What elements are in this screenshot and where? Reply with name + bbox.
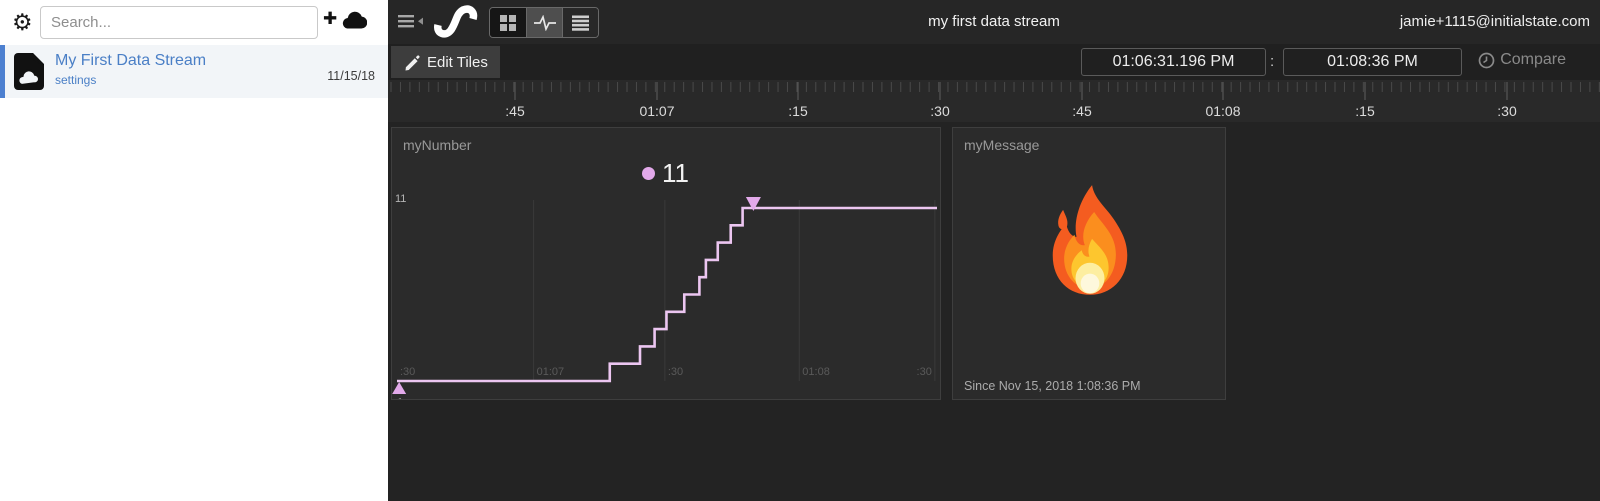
- collapse-sidebar-icon[interactable]: [398, 14, 426, 29]
- initialstate-logo-icon[interactable]: [432, 5, 478, 44]
- series-dot-icon: [642, 167, 655, 180]
- svg-text:01:07: 01:07: [639, 103, 674, 119]
- svg-text::30: :30: [917, 366, 932, 378]
- list-icon: [572, 15, 589, 31]
- sidebar: ⚙ ✚ My First Data Stream settings 11/15/…: [0, 0, 388, 501]
- current-value: 11: [662, 158, 689, 188]
- account-email[interactable]: jamie+1115@initialstate.com: [1399, 13, 1590, 30]
- main-panel: my first data stream jamie+1115@initials…: [388, 0, 1600, 501]
- svg-text:01:08: 01:08: [802, 366, 830, 378]
- stream-title[interactable]: My First Data Stream: [55, 52, 207, 69]
- top-bar: my first data stream jamie+1115@initials…: [388, 0, 1600, 44]
- current-value-label: 11: [642, 158, 689, 189]
- toolbar: Edit Tiles : Compare: [388, 44, 1600, 80]
- svg-text::30: :30: [1497, 103, 1517, 119]
- svg-text::30: :30: [930, 103, 950, 119]
- time-separator: :: [1270, 53, 1275, 70]
- time-end-input[interactable]: [1283, 48, 1462, 76]
- timeline-ruler[interactable]: :45 01:07 :15 :30 :45 01:08 :15 :30: [388, 80, 1600, 122]
- settings-gear-icon[interactable]: ⚙: [12, 9, 33, 35]
- svg-text:11: 11: [395, 193, 406, 205]
- tile-mymessage[interactable]: myMessage Since Nov 15, 2018 1:08:36 PM: [952, 127, 1226, 400]
- cloud-icon-svg: [342, 11, 368, 29]
- svg-text::15: :15: [1355, 103, 1375, 119]
- svg-text:1: 1: [397, 396, 403, 399]
- svg-text:01:08: 01:08: [1205, 103, 1240, 119]
- svg-text::45: :45: [505, 103, 525, 119]
- bucket-icon: [13, 52, 49, 97]
- edit-tiles-label: Edit Tiles: [427, 53, 488, 71]
- compare-label: Compare: [1500, 51, 1566, 68]
- lines-view-button[interactable]: [562, 8, 598, 37]
- tile-mynumber-title: myNumber: [403, 137, 472, 153]
- stream-list-item[interactable]: My First Data Stream settings 11/15/18: [0, 45, 388, 98]
- svg-text::45: :45: [1072, 103, 1092, 119]
- page-title: my first data stream: [928, 13, 1060, 30]
- stream-date: 11/15/18: [327, 69, 375, 83]
- timeline-ruler-svg: :45 01:07 :15 :30 :45 01:08 :15 :30: [390, 82, 1600, 119]
- view-toggle-group: [489, 7, 599, 38]
- grid-icon: [500, 14, 516, 31]
- svg-text::30: :30: [400, 366, 415, 378]
- pulse-icon: [533, 14, 556, 31]
- svg-text::15: :15: [788, 103, 808, 119]
- cloud-icon[interactable]: [341, 11, 368, 36]
- tile-mymessage-title: myMessage: [964, 137, 1040, 153]
- since-timestamp: Since Nov 15, 2018 1:08:36 PM: [964, 379, 1141, 393]
- waves-view-button[interactable]: [526, 8, 562, 37]
- fire-emoji: [1038, 183, 1142, 306]
- tiles-view-button[interactable]: [490, 8, 526, 37]
- edit-tiles-button[interactable]: Edit Tiles: [391, 46, 500, 78]
- compare-button[interactable]: Compare: [1478, 51, 1566, 69]
- time-start-input[interactable]: [1081, 48, 1266, 76]
- add-bucket-icon[interactable]: ✚: [323, 9, 338, 28]
- pencil-icon: [405, 54, 420, 70]
- svg-text::30: :30: [668, 366, 683, 378]
- sidebar-toolbar: ⚙ ✚: [0, 0, 388, 45]
- svg-text:01:07: 01:07: [537, 366, 565, 378]
- stream-settings-link[interactable]: settings: [55, 73, 97, 87]
- search-input[interactable]: [40, 6, 318, 39]
- history-clock-icon: [1478, 52, 1495, 68]
